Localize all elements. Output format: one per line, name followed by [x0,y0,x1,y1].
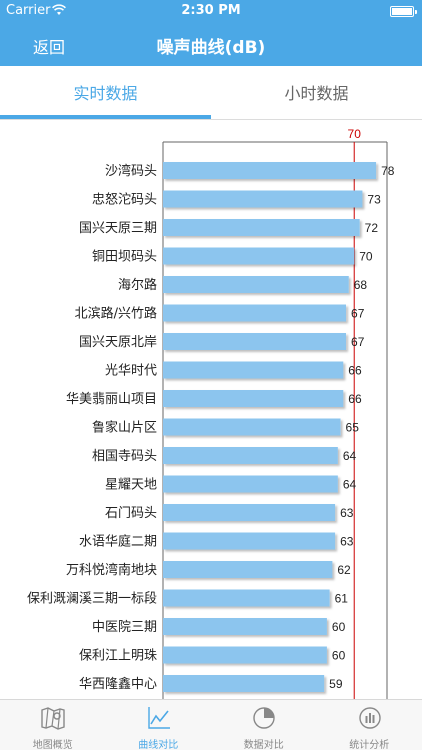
battery-icon [390,6,417,17]
pie-chart-icon [253,707,275,729]
tabbar-label-compare: 数据对比 [243,740,284,750]
value-label: 63 [340,506,354,520]
tabbar-label-stats: 统计分析 [349,740,390,750]
category-label: 水语华庭二期 [79,534,157,550]
value-label: 68 [354,278,368,292]
category-label: 华美翡丽山项目 [66,392,157,407]
value-label: 60 [332,620,346,634]
nav-bar: 返回 噪声曲线(dB) [0,22,422,66]
status-time: 2:30 PM [181,3,241,18]
page-title: 噪声曲线(dB) [156,38,266,58]
tabbar-item-compare[interactable]: 数据对比 [211,700,317,750]
value-label: 59 [329,677,343,691]
category-label: 中医院三期 [92,620,157,635]
tab-realtime[interactable]: 实时数据 [73,84,138,103]
value-label: 62 [337,563,351,577]
category-label: 保利溉澜溪三期一标段 [27,592,157,607]
tab-active-indicator [0,115,211,119]
tab-hourly[interactable]: 小时数据 [284,84,349,103]
bar [163,561,333,578]
category-label: 北滨路/兴竹路 [75,306,157,322]
category-label: 鲁家山片区 [92,420,157,436]
category-label: 星耀天地 [105,478,157,493]
bar [163,475,338,493]
value-label: 63 [340,535,354,549]
bar [163,361,344,379]
bar [163,162,377,179]
wifi-icon [52,4,66,15]
category-label: 铜田坝码头 [92,250,157,265]
value-label: 70 [359,250,373,264]
segment-tabs: 实时数据 小时数据 [0,66,422,122]
category-label: 沙湾码头 [105,163,157,179]
value-label: 67 [351,307,365,321]
bar [163,646,327,664]
category-label: 石门码头 [105,506,157,521]
bar [163,190,363,208]
carrier-label: Carrier [6,3,51,18]
line-chart-icon [147,707,170,729]
bar [163,247,355,265]
value-label: 67 [351,335,365,349]
bar [163,276,349,293]
bar [163,304,347,322]
tabbar-item-stats[interactable]: 统计分析 [317,700,422,750]
category-label: 万科悦湾南地块 [66,562,157,578]
back-button[interactable]: 返回 [33,38,66,57]
value-label: 72 [365,221,379,235]
bar [163,447,338,464]
category-label: 光华时代 [105,364,157,379]
chart-svg: 70 沙湾码头 78 忠怒沱码头 73 国兴天原三期 72 铜田坝码头 70 海尔路 68 北滨路/兴… [27,127,395,699]
value-label: 73 [367,193,381,207]
bar [163,390,344,407]
category-label: 华西隆鑫中心 [79,676,157,692]
value-label: 64 [343,478,357,492]
bar [163,333,347,350]
status-bar: Carrier 2:30 PM [0,0,422,22]
tab-bar: 地图概览 曲线对比 数据对比 统计分析 [0,699,422,750]
bar [163,675,325,692]
value-label: 64 [343,449,357,463]
value-label: 61 [335,592,349,606]
map-icon [41,707,65,730]
category-label: 国兴天原三期 [79,221,157,236]
bar [163,219,360,236]
tabbar-label-curve: 曲线对比 [138,740,179,750]
bar [163,532,336,550]
tab-divider [0,119,422,120]
bar [163,504,336,521]
threshold-label: 70 [348,127,362,141]
value-label: 66 [348,364,362,378]
category-label: 国兴天原北岸 [79,335,157,350]
tabbar-item-map[interactable]: 地图概览 [0,700,106,750]
bar [163,618,327,635]
category-label: 保利江上明珠 [79,649,157,664]
bar [163,589,330,607]
value-label: 66 [348,392,362,406]
bar [163,418,341,436]
value-label: 65 [346,421,360,435]
category-label: 忠怒沱码头 [92,192,157,208]
bar-stats-icon [358,707,381,729]
noise-bar-chart[interactable]: 70 沙湾码头 78 忠怒沱码头 73 国兴天原三期 72 铜田坝码头 70 海尔路 68 北滨路/兴… [0,122,422,699]
category-label: 相国寺码头 [92,449,157,464]
value-label: 78 [381,164,395,178]
category-label: 海尔路 [118,277,157,293]
tabbar-label-map: 地图概览 [32,740,73,750]
value-label: 60 [332,649,346,663]
tabbar-item-curve[interactable]: 曲线对比 [106,700,212,750]
